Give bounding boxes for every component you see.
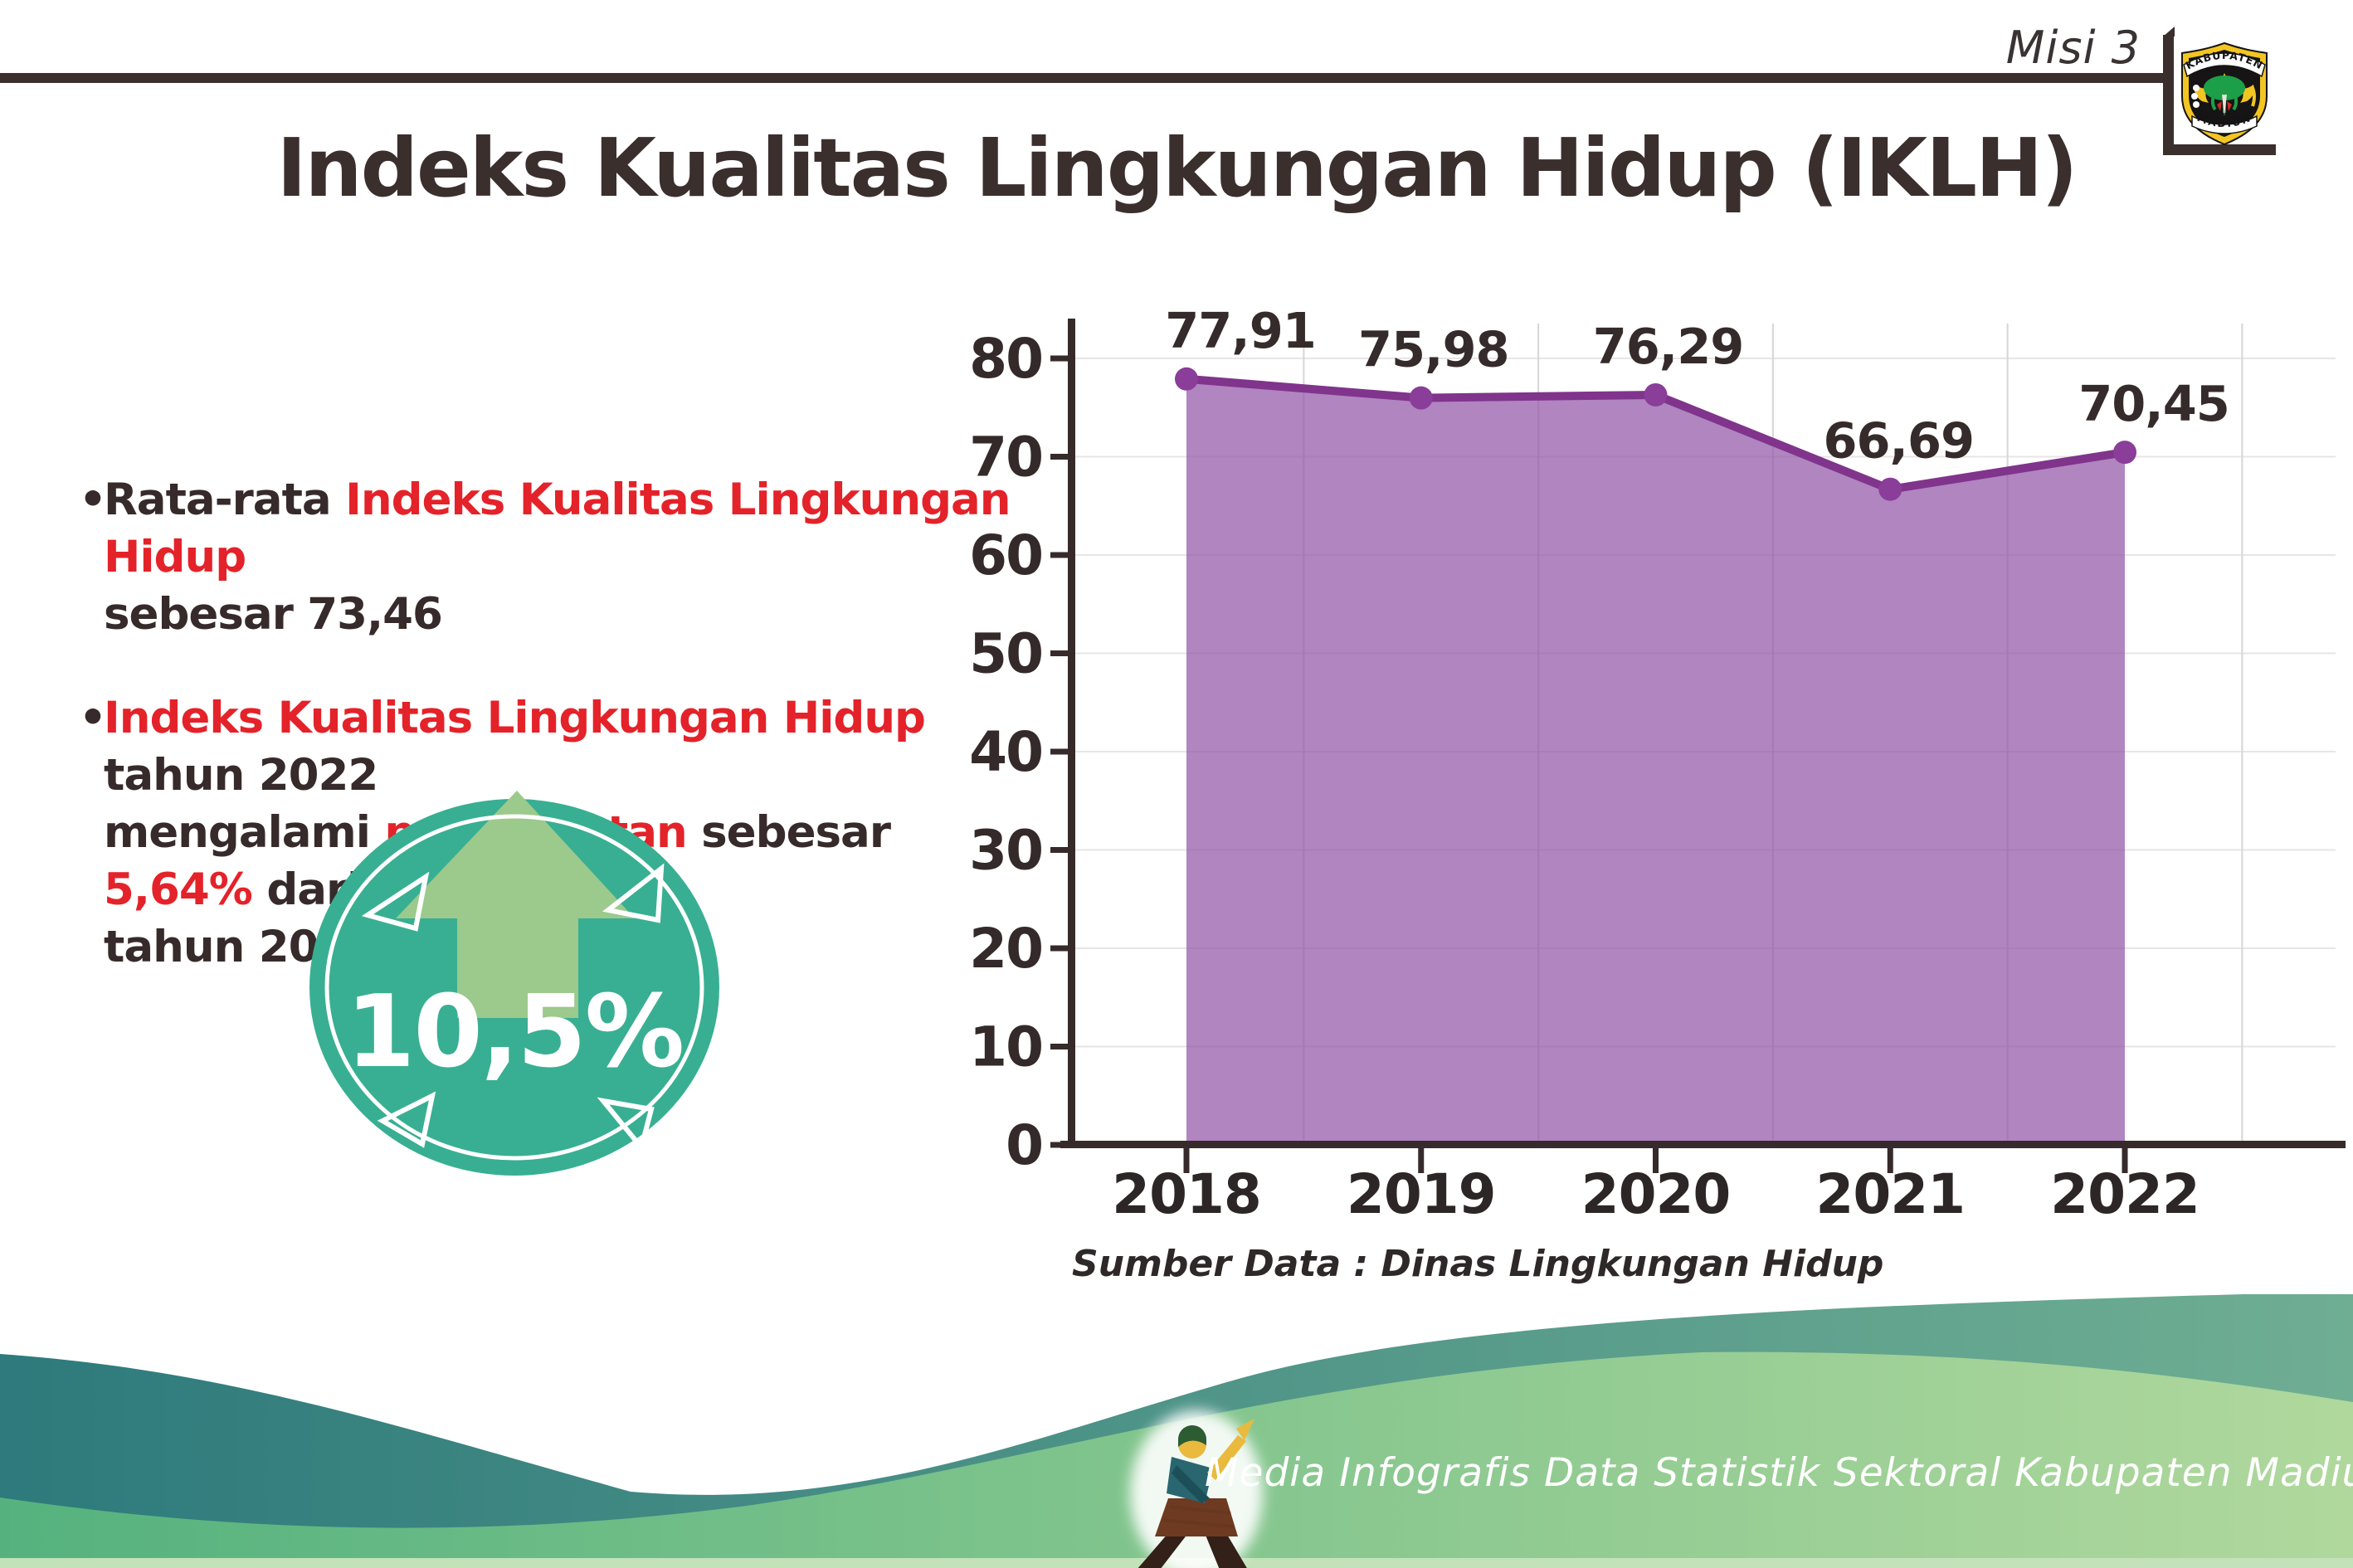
logo-top-banner [2183,52,2266,78]
svg-text:2019: 2019 [1347,1162,1496,1226]
kabupaten-madiun-logo: KABUPATEN MADIUN [2181,41,2268,146]
bullet-average-iklh: • Rata-rata Indeks Kualitas Lingkungan H… [79,471,1016,643]
svg-text:2022: 2022 [2050,1162,2200,1226]
bullet-marker: • [79,693,107,743]
svg-text:66,69: 66,69 [1823,412,1974,470]
logo-tree-canopy [2204,75,2245,100]
svg-text:76,29: 76,29 [1593,318,1744,375]
bullet-line: Indeks Kualitas Lingkungan Hidup tahun 2… [104,693,926,801]
svg-text:2018: 2018 [1112,1162,1261,1226]
svg-text:75,98: 75,98 [1358,321,1509,378]
logo-frame [2163,27,2276,155]
svg-text:10: 10 [969,1015,1042,1079]
spark-triangle-se [597,1097,655,1153]
svg-text:20: 20 [969,917,1042,981]
logo-kris [2222,95,2227,116]
spark-triangle-sw [377,1091,436,1148]
increase-badge: 10,5% [309,791,719,1176]
mission-label: Misi 3 [2005,22,2141,74]
badge-inner-ring [324,814,704,1161]
svg-text:2021: 2021 [1815,1162,1965,1226]
logo-bottom-banner-text: MADIUN [2195,111,2253,129]
mascot-illustration [1130,1410,1263,1568]
svg-text:40: 40 [969,720,1042,784]
bullet-marker: • [79,475,107,525]
svg-text:2020: 2020 [1581,1162,1731,1226]
svg-text:70: 70 [969,426,1042,489]
svg-text:50: 50 [969,622,1042,686]
footer-waves [0,1294,2353,1568]
spark-triangle-ne [602,863,665,923]
svg-text:77,91: 77,91 [1165,302,1316,359]
iklh-area-chart: 0 10 20 30 40 50 60 70 80 2018 2019 2020 2021 2022 77,… [969,302,2346,1226]
data-source-caption: Sumber Data : Dinas Lingkungan Hidup [1072,1243,1884,1285]
header-rule [0,73,2167,83]
badge-value: 10,5% [346,975,683,1090]
up-arrow-icon [396,791,635,1018]
svg-text:60: 60 [969,523,1042,587]
spark-triangle-nw [361,871,430,932]
svg-text:80: 80 [969,327,1042,391]
svg-text:70,45: 70,45 [2078,375,2229,432]
svg-text:0: 0 [1006,1113,1042,1177]
svg-text:30: 30 [969,819,1042,883]
footer-caption: Media Infografis Data Statistik Sektoral… [1205,1450,2353,1496]
bullet-line: Rata-rata Indeks Kualitas Lingkungan Hid… [104,475,1011,582]
bullet-line: sebesar 73,46 [104,589,443,640]
page-title: Indeks Kualitas Lingkungan Hidup (IKLH) [276,121,2078,215]
logo-bottom-banner [2191,114,2258,134]
